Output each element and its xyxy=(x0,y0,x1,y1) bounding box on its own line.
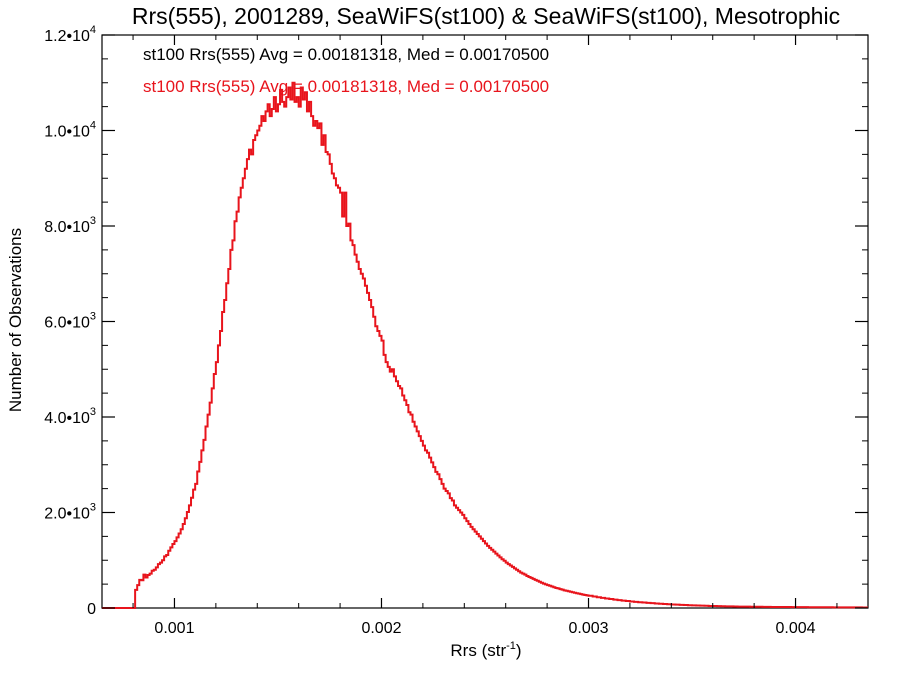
plot-frame xyxy=(101,34,869,609)
x-axis-ticks: 0.001 0.002 0.003 0.004 xyxy=(132,35,838,637)
y-tick-exponent: 4 xyxy=(90,120,96,132)
y-tick-exponent: 3 xyxy=(90,215,96,227)
x-axis-label-main: Rrs (str xyxy=(450,641,506,660)
y-tick-exponent: 3 xyxy=(90,502,96,514)
y-tick-mantissa: 2.0•10 xyxy=(44,506,90,523)
x-axis-label-superscript: -1 xyxy=(506,640,516,652)
y-axis-ticks: 02.0•1034.0•1036.0•1038.0•1031.0•1041.2•… xyxy=(44,24,868,618)
y-tick-mantissa: 1.0•10 xyxy=(44,124,90,141)
y-axis-label: Number of Observations xyxy=(6,228,25,412)
x-tick-label: 0.002 xyxy=(361,620,401,637)
y-tick-exponent: 3 xyxy=(90,406,96,418)
y-tick-mantissa: 1.2•10 xyxy=(44,28,90,45)
y-tick-label: 2.0•103 xyxy=(44,502,96,523)
x-axis-label: Rrs (str-1) xyxy=(450,640,521,660)
x-tick-label: 0.004 xyxy=(776,620,816,637)
y-tick-label: 1.0•104 xyxy=(44,120,96,141)
x-tick-label: 0.001 xyxy=(154,620,194,637)
y-tick-mantissa: 8.0•10 xyxy=(44,219,90,236)
y-tick-label: 6.0•103 xyxy=(44,311,96,332)
y-tick-label: 0 xyxy=(87,601,96,618)
series-layer xyxy=(102,81,868,609)
y-tick-mantissa: 6.0•10 xyxy=(44,315,90,332)
y-tick-label: 1.2•104 xyxy=(44,24,96,45)
histogram-step-line xyxy=(102,81,868,609)
y-tick-exponent: 3 xyxy=(90,311,96,323)
annotation-red: st100 Rrs(555) Avg = 0.00181318, Med = 0… xyxy=(143,77,549,96)
annotation-black: st100 Rrs(555) Avg = 0.00181318, Med = 0… xyxy=(143,45,549,64)
x-tick-label: 0.003 xyxy=(568,620,608,637)
plot-area xyxy=(101,34,869,609)
y-tick-mantissa: 0 xyxy=(87,601,96,618)
y-tick-label: 4.0•103 xyxy=(44,406,96,427)
chart-title: Rrs(555), 2001289, SeaWiFS(st100) & SeaW… xyxy=(132,3,840,29)
y-tick-exponent: 4 xyxy=(90,24,96,36)
y-tick-label: 8.0•103 xyxy=(44,215,96,236)
x-axis-label-close: ) xyxy=(516,641,522,660)
y-tick-mantissa: 4.0•10 xyxy=(44,410,90,427)
